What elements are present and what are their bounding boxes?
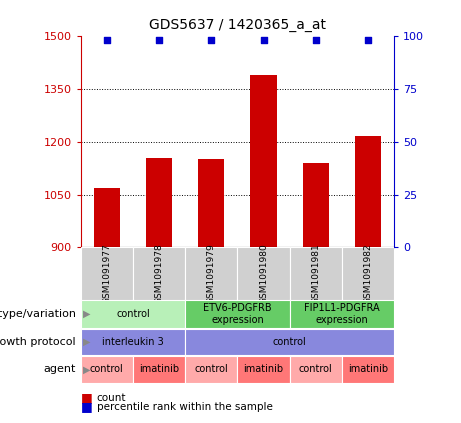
Text: imatinib: imatinib (139, 365, 179, 374)
Bar (342, 247, 394, 300)
Text: genotype/variation: genotype/variation (0, 309, 76, 319)
Point (155, 37, 163, 44)
Bar (185, 356, 237, 383)
Title: GDS5637 / 1420365_a_at: GDS5637 / 1420365_a_at (149, 18, 326, 32)
Text: percentile rank within the sample: percentile rank within the sample (97, 402, 273, 412)
Bar (185, 300, 290, 328)
Bar (355, 137, 381, 247)
Text: ETV6-PDGFRB
expression: ETV6-PDGFRB expression (203, 303, 272, 325)
Bar (81, 329, 185, 355)
Text: count: count (97, 393, 126, 403)
Text: control: control (299, 365, 333, 374)
Text: GSM1091982: GSM1091982 (364, 244, 372, 304)
Text: GSM1091978: GSM1091978 (154, 244, 164, 304)
Bar (133, 247, 185, 300)
Text: control: control (90, 365, 124, 374)
Text: interleukin 3: interleukin 3 (102, 337, 164, 347)
Text: imatinib: imatinib (348, 365, 388, 374)
Bar (146, 158, 172, 247)
Text: ▶: ▶ (83, 337, 90, 347)
Bar (94, 188, 120, 247)
Text: FIP1L1-PDGFRA
expression: FIP1L1-PDGFRA expression (304, 303, 380, 325)
Bar (303, 163, 329, 247)
Text: ▶: ▶ (83, 365, 90, 374)
Point (260, 37, 267, 44)
Bar (237, 356, 290, 383)
Bar (81, 356, 133, 383)
Bar (250, 75, 277, 247)
Bar (133, 356, 185, 383)
Bar (342, 356, 394, 383)
Bar (185, 247, 237, 300)
Bar (81, 300, 185, 328)
Text: agent: agent (44, 365, 76, 374)
Point (312, 37, 319, 44)
Bar (290, 247, 342, 300)
Bar (290, 300, 394, 328)
Text: ■: ■ (81, 401, 92, 413)
Text: GSM1091979: GSM1091979 (207, 244, 216, 304)
Bar (237, 247, 290, 300)
Bar (81, 247, 133, 300)
Text: growth protocol: growth protocol (0, 337, 76, 347)
Text: ■: ■ (81, 391, 92, 404)
Text: ▶: ▶ (83, 309, 90, 319)
Text: GSM1091980: GSM1091980 (259, 244, 268, 304)
Text: GSM1091981: GSM1091981 (311, 244, 320, 304)
Text: control: control (116, 309, 150, 319)
Bar (290, 356, 342, 383)
Point (364, 37, 372, 44)
Point (207, 37, 215, 44)
Bar (198, 159, 225, 247)
Text: control: control (273, 337, 307, 347)
Text: GSM1091977: GSM1091977 (102, 244, 111, 304)
Text: control: control (195, 365, 228, 374)
Point (103, 37, 111, 44)
Bar (185, 329, 394, 355)
Text: imatinib: imatinib (243, 365, 284, 374)
